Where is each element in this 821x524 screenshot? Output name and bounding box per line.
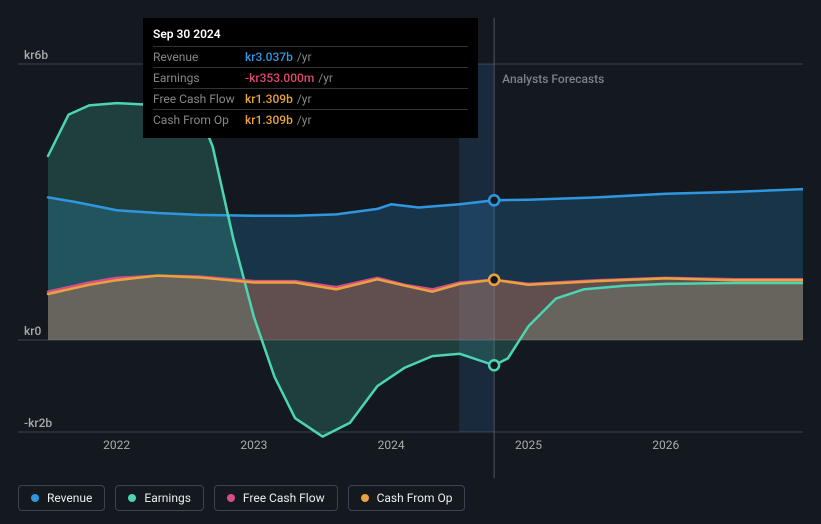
legend-label: Free Cash Flow <box>243 491 325 505</box>
forecast-label: Analysts Forecasts <box>502 72 604 86</box>
tooltip-unit: /yr <box>318 71 333 85</box>
chart-tooltip: Sep 30 2024 Revenuekr3.037b/yrEarnings-k… <box>143 18 478 138</box>
x-axis-label: 2023 <box>240 438 267 452</box>
tooltip-value: kr1.309b <box>245 92 293 106</box>
legend-item[interactable]: Earnings <box>115 485 204 511</box>
tooltip-label: Earnings <box>153 71 245 85</box>
legend-item[interactable]: Free Cash Flow <box>214 485 338 511</box>
x-axis-label: 2024 <box>378 438 405 452</box>
tooltip-value: kr3.037b <box>245 50 293 64</box>
legend-item[interactable]: Cash From Op <box>348 485 466 511</box>
tooltip-row: Cash From Opkr1.309b/yr <box>153 109 468 130</box>
financial-chart: kr6bkr0-kr2b 20222023202420252026 PastAn… <box>18 18 803 506</box>
x-axis-label: 2026 <box>652 438 679 452</box>
legend-item[interactable]: Revenue <box>18 485 105 511</box>
x-axis-label: 2025 <box>515 438 542 452</box>
legend-dot-icon <box>31 494 39 502</box>
tooltip-unit: /yr <box>297 92 312 106</box>
tooltip-unit: /yr <box>297 113 312 127</box>
tooltip-date: Sep 30 2024 <box>153 24 468 46</box>
legend-dot-icon <box>128 494 136 502</box>
y-axis-label: kr6b <box>24 48 48 62</box>
y-axis-label: -kr2b <box>24 416 52 430</box>
legend-dot-icon <box>227 494 235 502</box>
x-axis-label: 2022 <box>103 438 130 452</box>
tooltip-label: Free Cash Flow <box>153 92 245 106</box>
tooltip-row: Revenuekr3.037b/yr <box>153 46 468 67</box>
tooltip-row: Earnings-kr353.000m/yr <box>153 67 468 88</box>
legend-label: Cash From Op <box>377 491 453 505</box>
tooltip-value: -kr353.000m <box>245 71 314 85</box>
tooltip-label: Revenue <box>153 50 245 64</box>
legend-dot-icon <box>361 494 369 502</box>
tooltip-row: Free Cash Flowkr1.309b/yr <box>153 88 468 109</box>
legend-label: Earnings <box>144 491 191 505</box>
chart-legend: Revenue Earnings Free Cash Flow Cash From O… <box>18 485 465 511</box>
y-axis-label: kr0 <box>24 324 41 338</box>
tooltip-value: kr1.309b <box>245 113 293 127</box>
legend-label: Revenue <box>47 491 92 505</box>
tooltip-label: Cash From Op <box>153 113 245 127</box>
tooltip-unit: /yr <box>297 50 312 64</box>
